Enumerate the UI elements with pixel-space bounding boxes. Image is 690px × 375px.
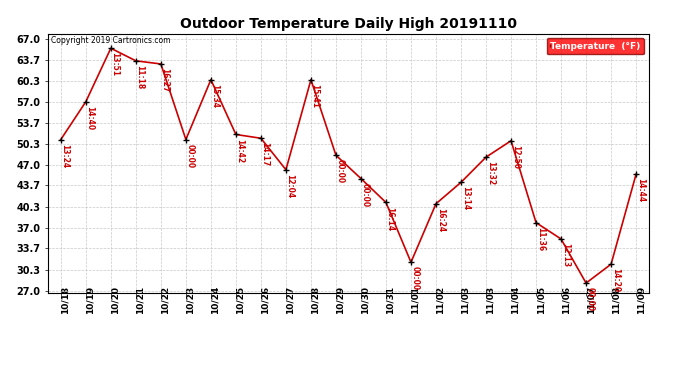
Text: 16:24: 16:24 xyxy=(435,208,444,232)
Text: 00:00: 00:00 xyxy=(186,144,195,168)
Text: 14:40: 14:40 xyxy=(86,106,95,130)
Text: 11:18: 11:18 xyxy=(135,65,144,89)
Text: 00:00: 00:00 xyxy=(586,287,595,311)
Text: 12:13: 12:13 xyxy=(561,243,570,267)
Text: 13:32: 13:32 xyxy=(486,161,495,185)
Text: 16:27: 16:27 xyxy=(161,68,170,92)
Text: 14:17: 14:17 xyxy=(261,142,270,166)
Text: 00:00: 00:00 xyxy=(335,159,344,183)
Text: 16:14: 16:14 xyxy=(386,207,395,231)
Text: 14:42: 14:42 xyxy=(235,139,244,163)
Text: 13:51: 13:51 xyxy=(110,53,119,76)
Text: 11:36: 11:36 xyxy=(535,227,544,251)
Text: 13:14: 13:14 xyxy=(461,186,470,211)
Text: 13:24: 13:24 xyxy=(61,144,70,168)
Text: 15:34: 15:34 xyxy=(210,84,219,108)
Title: Outdoor Temperature Daily High 20191110: Outdoor Temperature Daily High 20191110 xyxy=(180,17,517,31)
Legend: Temperature  (°F): Temperature (°F) xyxy=(546,38,644,54)
Text: 12:50: 12:50 xyxy=(511,145,520,169)
Text: 14:20: 14:20 xyxy=(611,268,620,292)
Text: 14:44: 14:44 xyxy=(635,178,644,203)
Text: 15:41: 15:41 xyxy=(310,84,319,108)
Text: 12:04: 12:04 xyxy=(286,174,295,198)
Text: 00:00: 00:00 xyxy=(361,183,370,207)
Text: Copyright 2019 Cartronics.com: Copyright 2019 Cartronics.com xyxy=(51,36,171,45)
Text: 00:00: 00:00 xyxy=(411,267,420,291)
